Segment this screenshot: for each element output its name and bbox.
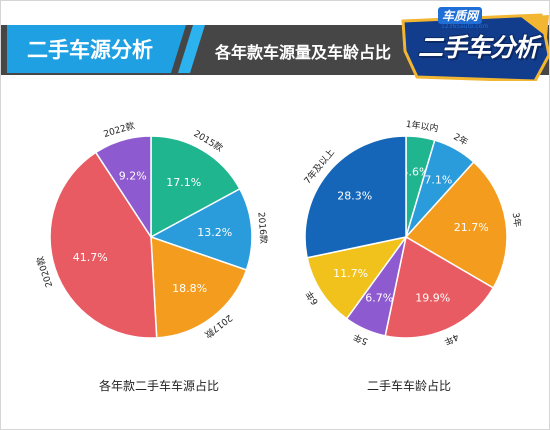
pie-right-category-label-0: 1年以内 xyxy=(405,118,439,135)
pie-right-value-label-2: 21.7% xyxy=(454,221,489,234)
brand-url: 12365auto.com xyxy=(441,23,489,30)
pie-left-slice-2 xyxy=(150,235,248,339)
pie-left-slice-0 xyxy=(150,135,241,239)
pie-left-caption: 各年款二手车车源占比 xyxy=(98,379,219,393)
pie-right-category-label-2: 3年 xyxy=(510,212,524,228)
pie-right-value-label-5: 11.7% xyxy=(333,267,368,280)
pie-left-value-label-0: 17.1% xyxy=(166,176,201,189)
pie-right-value-label-6: 28.3% xyxy=(337,189,372,202)
pie-left-slice-4 xyxy=(94,135,152,240)
pie-left-value-label-4: 9.2% xyxy=(119,170,147,183)
header-stripe xyxy=(178,25,205,73)
pie-right-value-label-0: 4.6% xyxy=(402,166,430,179)
pie-right-value-label-3: 19.9% xyxy=(415,291,450,304)
pie-left-value-label-2: 18.8% xyxy=(172,282,207,295)
pie-right-slice-5 xyxy=(306,235,408,320)
pie-left-category-label-1: 2016款 xyxy=(255,211,270,244)
header-banner xyxy=(1,13,549,81)
page-title: 二手车源分析 xyxy=(27,38,153,62)
badge-shape xyxy=(401,13,549,81)
badge-title: 二手车分析 xyxy=(417,33,539,62)
pie-left-slice-3 xyxy=(49,151,158,339)
pie-left-slice-1 xyxy=(149,187,253,271)
pie-right-category-label-3: 4年 xyxy=(442,331,460,348)
badge-accent xyxy=(521,15,549,37)
pie-right-category-label-4: 5年 xyxy=(351,331,369,348)
pie-right-value-label-4: 6.7% xyxy=(365,291,393,304)
pie-right-category-label-5: 6年 xyxy=(303,288,321,307)
pie-left-category-label-4: 2022款 xyxy=(102,119,136,140)
pie-right-caption: 二手车车龄占比 xyxy=(366,379,451,393)
pie-right-slice-6 xyxy=(304,135,407,259)
pie-right-value-label-1: 7.1% xyxy=(424,173,452,186)
pie-right-category-label-1: 2年 xyxy=(452,131,471,149)
header-blue-band xyxy=(7,25,186,73)
brand-logo: 车质网 xyxy=(438,7,483,24)
pie-right-slice-2 xyxy=(404,161,508,289)
pie-left-value-label-1: 13.2% xyxy=(197,226,232,239)
page-subtitle: 各年款车源量及车龄占比 xyxy=(215,43,392,62)
pie-right-slice-3 xyxy=(384,235,495,339)
pie-left-value-label-3: 41.7% xyxy=(73,251,108,264)
